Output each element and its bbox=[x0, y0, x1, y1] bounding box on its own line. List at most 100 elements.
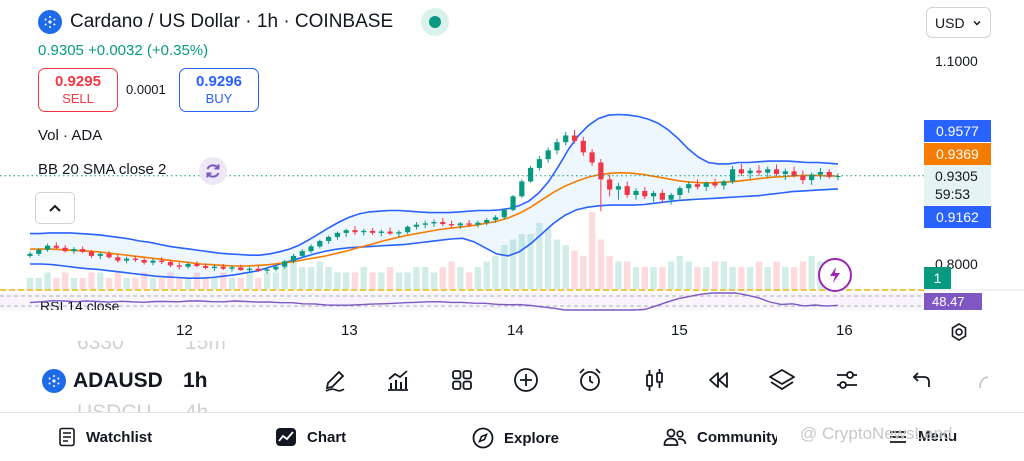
candle-body bbox=[141, 259, 147, 263]
sell-button[interactable]: 0.9295 SELL bbox=[38, 68, 118, 112]
rsi-indicator-label[interactable]: RSI 14 close bbox=[40, 302, 140, 310]
volume-bar bbox=[61, 272, 69, 289]
volume-bar bbox=[176, 278, 183, 289]
interval-picker[interactable]: 1h bbox=[183, 369, 208, 392]
volume-bar bbox=[140, 272, 148, 289]
nav-watchlist[interactable]: Watchlist bbox=[58, 427, 152, 447]
candle-body bbox=[246, 268, 253, 271]
volume-bar bbox=[790, 267, 798, 289]
candle-body bbox=[747, 170, 753, 174]
volume-bar bbox=[615, 261, 622, 289]
candle-body bbox=[220, 266, 226, 269]
add-icon[interactable] bbox=[511, 365, 541, 395]
volume-bar bbox=[501, 245, 508, 289]
layouts-icon[interactable] bbox=[447, 365, 477, 395]
volume-indicator-label[interactable]: Vol · ADA bbox=[38, 127, 103, 144]
bar-countdown: 59:53 bbox=[935, 186, 971, 202]
volume-bar bbox=[334, 272, 341, 289]
volume-bar bbox=[342, 272, 350, 289]
candle-body bbox=[264, 269, 270, 271]
volume-bar bbox=[597, 239, 605, 289]
chart-canvas[interactable] bbox=[0, 0, 1024, 350]
gear-icon[interactable] bbox=[947, 320, 971, 344]
volume-bar bbox=[255, 278, 262, 289]
candle-body bbox=[405, 226, 411, 233]
candle-body bbox=[255, 268, 261, 271]
nav-chart-label: Chart bbox=[307, 428, 347, 446]
volume-bar bbox=[676, 256, 684, 289]
candle-body bbox=[308, 246, 314, 252]
candle-body bbox=[475, 222, 481, 225]
symbol-title-row[interactable]: Cardano / US Dollar · 1h · COINBASE bbox=[38, 8, 450, 36]
undo-icon[interactable] bbox=[907, 365, 937, 395]
candle-body bbox=[115, 257, 121, 261]
bb-lower-badge: 0.9162 bbox=[924, 206, 991, 228]
collapse-legend-button[interactable] bbox=[35, 192, 75, 224]
market-open-indicator[interactable] bbox=[421, 8, 450, 36]
volume-bar bbox=[202, 278, 209, 289]
volume-bar bbox=[316, 261, 324, 289]
candle-body bbox=[343, 230, 349, 233]
rsi-value-badge: 48.47 bbox=[924, 293, 982, 310]
alert-icon[interactable] bbox=[575, 365, 605, 395]
time-axis-label: 13 bbox=[341, 322, 358, 339]
nav-menu[interactable]: Menu bbox=[888, 428, 957, 445]
volume-bar bbox=[79, 278, 86, 289]
volume-bar bbox=[395, 272, 403, 289]
candle-body bbox=[378, 231, 384, 233]
refresh-icon[interactable] bbox=[199, 157, 227, 185]
candle-body bbox=[396, 232, 402, 234]
cardano-logo-icon bbox=[38, 10, 62, 34]
candle-body bbox=[519, 181, 525, 197]
nav-community-label: Community bbox=[697, 428, 777, 446]
candle-type-icon[interactable] bbox=[640, 365, 670, 395]
candle-body bbox=[97, 253, 103, 256]
time-axis-label: 14 bbox=[507, 322, 524, 339]
bollinger-indicator-label[interactable]: BB 20 SMA close 2 bbox=[38, 161, 167, 178]
candle-body bbox=[203, 266, 209, 269]
volume-bar bbox=[773, 261, 780, 289]
volume-bar bbox=[518, 234, 526, 289]
layers-icon[interactable] bbox=[767, 365, 797, 395]
volume-bar bbox=[544, 228, 552, 289]
volume-bar bbox=[149, 278, 157, 289]
candle-body bbox=[615, 186, 622, 190]
currency-selector[interactable]: USD bbox=[926, 7, 991, 38]
nav-chart[interactable]: Chart bbox=[275, 427, 346, 447]
volume-bar bbox=[307, 267, 315, 289]
candle-body bbox=[580, 140, 586, 153]
volume-bar bbox=[667, 261, 675, 289]
interval-picker-prev[interactable]: 15m bbox=[185, 341, 226, 356]
redo-icon[interactable] bbox=[972, 365, 996, 395]
symbol-picker-prev[interactable]: 6330 bbox=[77, 341, 124, 356]
replay-icon[interactable] bbox=[703, 365, 733, 395]
settings-sliders-icon[interactable] bbox=[832, 365, 862, 395]
candle-body bbox=[817, 171, 824, 175]
ai-assistant-button[interactable] bbox=[818, 258, 852, 292]
candle-body bbox=[88, 251, 95, 256]
volume-bar bbox=[439, 267, 446, 289]
volume-bar bbox=[325, 267, 332, 289]
nav-community[interactable]: Community bbox=[663, 427, 777, 447]
compass-icon bbox=[472, 427, 494, 449]
candle-body bbox=[352, 230, 358, 233]
candle-body bbox=[554, 142, 560, 151]
interval-picker-next-text: 4h bbox=[185, 402, 208, 412]
nav-watchlist-label: Watchlist bbox=[86, 428, 153, 446]
candle-body bbox=[536, 159, 542, 168]
draw-icon[interactable] bbox=[320, 365, 350, 395]
candle-body bbox=[800, 176, 806, 181]
volume-bar bbox=[404, 272, 411, 289]
nav-explore[interactable]: Explore bbox=[472, 427, 559, 449]
chevron-up-icon bbox=[49, 204, 61, 212]
indicators-icon[interactable] bbox=[383, 365, 413, 395]
bb-lower-line bbox=[30, 188, 839, 279]
interval-picker-next[interactable]: 4h bbox=[185, 402, 208, 412]
symbol-picker[interactable]: ADAUSD bbox=[42, 369, 169, 393]
symbol-picker-next[interactable]: USDCU bbox=[77, 402, 152, 412]
candle-body bbox=[80, 249, 86, 252]
volume-bar bbox=[123, 278, 130, 289]
buy-button[interactable]: 0.9296 BUY bbox=[179, 68, 259, 112]
market-status-dot bbox=[429, 16, 442, 28]
